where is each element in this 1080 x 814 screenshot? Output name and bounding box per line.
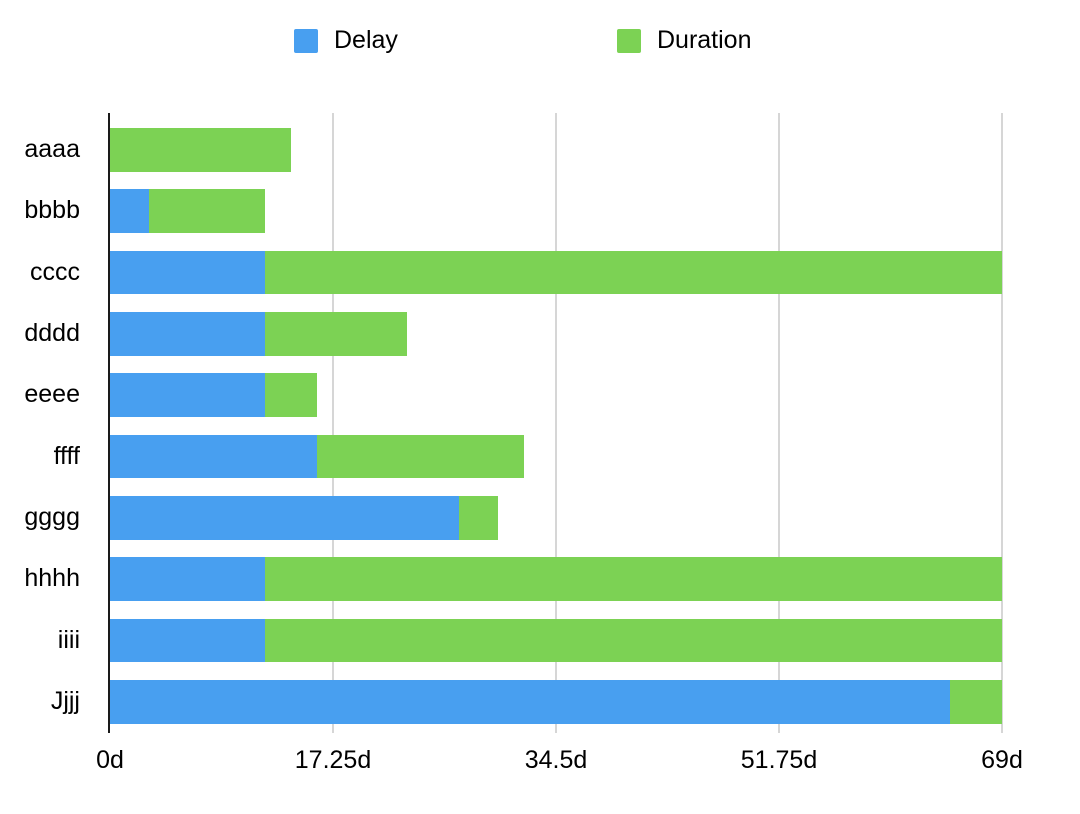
bar-iiii-duration[interactable] (265, 618, 1002, 663)
bar-iiii-delay[interactable] (110, 618, 266, 663)
legend-item-duration: Duration (617, 28, 752, 53)
gridline-34.5d (555, 113, 557, 733)
bar-dddd-delay[interactable] (110, 312, 266, 356)
y-label-gggg: gggg (24, 503, 80, 532)
y-label-Jjjj: Jjjj (50, 687, 80, 716)
y-label-iiii: iiii (57, 625, 80, 654)
bar-cccc-delay[interactable] (110, 250, 266, 295)
y-label-bbbb: bbbb (24, 196, 80, 225)
x-axis-labels: 0d 17.25d 34.5d 51.75d 69d (96, 746, 1023, 776)
bar-aaaa-duration[interactable] (110, 128, 291, 172)
bar-gggg-delay[interactable] (110, 496, 460, 540)
y-label-dddd: dddd (24, 319, 80, 348)
y-axis-labels: aaaa bbbb cccc dddd eeee ffff gggg hhhh iiii Jjjj (0, 113, 80, 733)
plot-area (107, 113, 1003, 733)
y-label-eeee: eeee (24, 380, 80, 409)
bar-gggg-duration[interactable] (459, 496, 498, 540)
bar-Jjjj-delay[interactable] (110, 680, 951, 724)
y-label-cccc: cccc (30, 257, 80, 286)
y-label-hhhh: hhhh (24, 564, 80, 593)
bar-cccc-duration[interactable] (265, 250, 1002, 295)
x-tick-label: 17.25d (294, 746, 372, 774)
legend-label-delay: Delay (334, 26, 398, 54)
y-axis-line (107, 113, 110, 733)
bar-hhhh-duration[interactable] (265, 557, 1002, 601)
bar-bbbb-duration[interactable] (148, 189, 266, 233)
y-label-ffff: ffff (53, 441, 80, 470)
delay-swatch-icon (294, 28, 318, 53)
x-tick-label: 0d (96, 746, 124, 774)
duration-swatch-icon (617, 28, 641, 53)
bar-Jjjj-duration[interactable] (950, 680, 1002, 724)
x-tick-label: 51.75d (740, 746, 818, 774)
bar-eeee-duration[interactable] (265, 373, 317, 417)
bar-dddd-duration[interactable] (265, 312, 408, 356)
x-tick-label: 34.5d (524, 746, 588, 774)
bar-bbbb-delay[interactable] (110, 189, 149, 233)
bar-ffff-duration[interactable] (316, 434, 524, 479)
gridline-17.25d (332, 113, 334, 733)
bar-eeee-delay[interactable] (110, 373, 266, 417)
bar-hhhh-delay[interactable] (110, 557, 266, 601)
legend-label-duration: Duration (657, 26, 752, 54)
gridline-69d (1001, 113, 1003, 733)
gridline-51.75d (778, 113, 780, 733)
legend-item-delay: Delay (294, 28, 398, 53)
x-tick-label: 69d (981, 746, 1023, 774)
y-label-aaaa: aaaa (24, 135, 80, 163)
bar-ffff-delay[interactable] (110, 434, 317, 479)
